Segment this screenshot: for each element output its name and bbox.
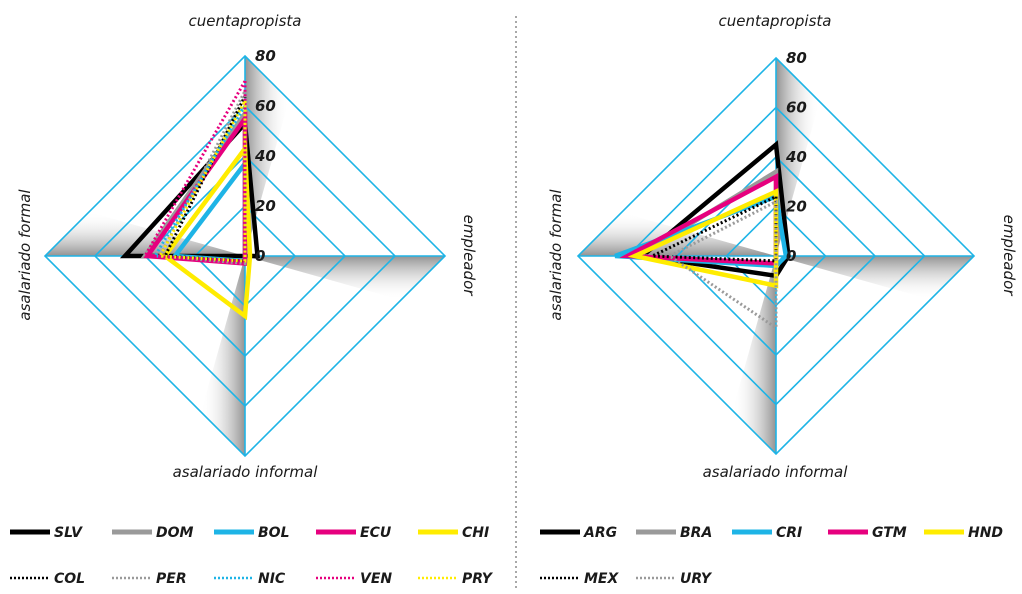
legend-label: PRY bbox=[462, 571, 494, 587]
legend-label: HND bbox=[968, 525, 1003, 541]
series-mex bbox=[651, 194, 778, 263]
shade-wedge bbox=[776, 256, 974, 300]
legend-item-gtm: GTM bbox=[828, 525, 907, 541]
legend-item-per: PER bbox=[112, 571, 187, 587]
legend-label: BRA bbox=[680, 525, 712, 541]
legend-label: SLV bbox=[54, 525, 83, 541]
tick-label: 40 bbox=[785, 148, 807, 166]
legend-item-bra: BRA bbox=[636, 525, 712, 541]
legend-label: VEN bbox=[360, 571, 392, 587]
legend-label: MEX bbox=[584, 571, 619, 587]
axis-title-top: cuentapropista bbox=[718, 12, 831, 30]
shade-wedge bbox=[245, 56, 289, 256]
shade-wedge bbox=[776, 58, 820, 256]
series-layer bbox=[119, 75, 260, 321]
legend-item-col: COL bbox=[10, 571, 85, 587]
legend-label: NIC bbox=[258, 571, 286, 587]
axis-title-bottom: asalariado informal bbox=[703, 463, 849, 481]
legend-label: DOM bbox=[156, 525, 194, 541]
legend-item-ecu: ECU bbox=[316, 525, 392, 541]
series-pry bbox=[157, 100, 247, 263]
tick-label: 0 bbox=[255, 247, 265, 265]
tick-labels: 0 20 40 60 80 bbox=[254, 47, 276, 265]
legend-item-nic: NIC bbox=[214, 571, 286, 587]
legend-label: ARG bbox=[583, 525, 617, 541]
legend-item-pry: PRY bbox=[418, 571, 494, 587]
axis-title-right: empleador bbox=[1000, 215, 1018, 297]
legend-label: URY bbox=[680, 571, 713, 587]
legend-item-bol: BOL bbox=[214, 525, 290, 541]
legend-right: ARG BRA CRI GTM HND MEX URY bbox=[540, 525, 1003, 587]
tick-label: 20 bbox=[786, 198, 807, 216]
series-chi bbox=[161, 142, 253, 321]
series-layer bbox=[614, 140, 791, 331]
axis-title-right: empleador bbox=[460, 215, 478, 297]
legend-item-ven: VEN bbox=[316, 571, 392, 587]
legend-item-ury: URY bbox=[636, 571, 713, 587]
axis-title-left: asalariado formal bbox=[547, 189, 565, 321]
legend-label: PER bbox=[156, 571, 187, 587]
tick-label: 60 bbox=[255, 97, 276, 115]
series-ury bbox=[666, 199, 778, 331]
tick-label: 20 bbox=[255, 197, 276, 215]
tick-label: 80 bbox=[255, 47, 276, 65]
tick-label: 60 bbox=[786, 99, 807, 117]
legend-label: GTM bbox=[872, 525, 907, 541]
legend-label: ECU bbox=[360, 525, 392, 541]
legend-label: BOL bbox=[258, 525, 290, 541]
tick-label: 40 bbox=[254, 147, 276, 165]
tick-labels: 0 20 40 60 80 bbox=[785, 49, 807, 265]
legend-item-mex: MEX bbox=[540, 571, 619, 587]
legend-label: CRI bbox=[776, 525, 802, 541]
legend-item-chi: CHI bbox=[418, 525, 489, 541]
legend-item-dom: DOM bbox=[112, 525, 194, 541]
grid-shading bbox=[45, 56, 445, 456]
legend-item-arg: ARG bbox=[540, 525, 617, 541]
legend-item-slv: SLV bbox=[10, 525, 83, 541]
shade-wedge bbox=[245, 256, 445, 300]
axis-title-bottom: asalariado informal bbox=[173, 463, 319, 481]
legend-label: CHI bbox=[462, 525, 489, 541]
radar-chart-left: 0 20 40 60 80 cuentapropista empleador a… bbox=[16, 12, 478, 481]
legend-item-cri: CRI bbox=[732, 525, 802, 541]
tick-label: 80 bbox=[786, 49, 807, 67]
axis-title-top: cuentapropista bbox=[188, 12, 301, 30]
shade-wedge bbox=[732, 256, 776, 454]
radar-chart-right: 0 20 40 60 80 cuentapropista empleador a… bbox=[547, 12, 1018, 481]
axis-title-left: asalariado formal bbox=[16, 189, 34, 321]
legend-label: COL bbox=[54, 571, 85, 587]
legend-item-hnd: HND bbox=[924, 525, 1003, 541]
tick-label: 0 bbox=[786, 247, 796, 265]
legend-left: SLV DOM BOL ECU CHI COL PER NIC VEN PRY bbox=[10, 525, 494, 587]
